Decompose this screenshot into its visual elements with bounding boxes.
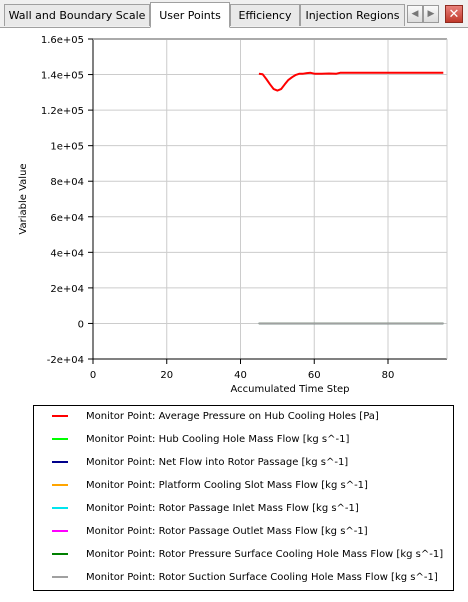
chevron-right-icon: ▶ [427,9,435,19]
legend-item: Monitor Point: Net Flow into Rotor Passa… [34,455,348,469]
series-line-0 [258,71,444,92]
legend-label: Monitor Point: Rotor Suction Surface Coo… [86,571,438,583]
legend-swatch [52,438,68,440]
close-icon: ✕ [448,6,460,22]
chart: 0 20 40 60 80 -2e+04 0 2e+04 4e+04 6e+04 8e+04 1e+0… [18,35,448,395]
y-tick-label: 1.6e+05 [41,35,84,46]
tab-efficiency[interactable]: Efficiency [230,4,300,26]
legend-label: Monitor Point: Platform Cooling Slot Mas… [86,479,368,491]
legend-item: Monitor Point: Rotor Pressure Surface Co… [34,547,443,561]
x-tick-label: 80 [382,370,395,381]
tab-injection-regions[interactable]: Injection Regions [300,4,405,26]
tab-scroll-left-button[interactable]: ◀ [407,5,423,23]
legend-label: Monitor Point: Net Flow into Rotor Passa… [86,456,349,468]
legend-item: Monitor Point: Hub Cooling Hole Mass Flo… [34,432,349,446]
y-tick-label: 1e+05 [50,142,84,153]
legend-label: Monitor Point: Hub Cooling Hole Mass Flo… [86,433,350,445]
legend: Monitor Point: Average Pressure on Hub C… [33,405,454,591]
x-tick-label: 0 [90,370,96,381]
legend-item: Monitor Point: Rotor Suction Surface Coo… [34,570,438,584]
chevron-left-icon: ◀ [411,9,419,19]
legend-label: Monitor Point: Rotor Pressure Surface Co… [86,548,444,560]
legend-swatch [52,507,68,509]
x-tick-label: 20 [160,370,173,381]
legend-swatch [52,576,68,578]
x-axis-label: Accumulated Time Step [230,384,349,394]
tab-bar: Wall and Boundary Scale User Points Effi… [0,0,468,28]
legend-swatch [52,461,68,463]
legend-label: Monitor Point: Average Pressure on Hub C… [86,410,379,422]
tab-scroll-right-button[interactable]: ▶ [423,5,439,23]
legend-item: Monitor Point: Average Pressure on Hub C… [34,409,379,423]
legend-swatch [52,484,68,486]
x-tick-label: 40 [234,370,247,381]
y-tick-label: 2e+04 [50,284,84,295]
tab-wall-and-boundary-scale[interactable]: Wall and Boundary Scale [4,4,150,26]
legend-label: Monitor Point: Rotor Passage Outlet Mass… [86,525,368,537]
legend-item: Monitor Point: Rotor Passage Inlet Mass … [34,501,359,515]
y-tick-label: 0 [78,319,84,330]
close-tab-button[interactable]: ✕ [445,5,463,23]
y-tick-label: 4e+04 [50,248,84,259]
legend-item: Monitor Point: Rotor Passage Outlet Mass… [34,524,368,538]
legend-item: Monitor Point: Platform Cooling Slot Mas… [34,478,368,492]
y-tick-label: -2e+04 [47,355,84,366]
legend-swatch [52,553,68,555]
y-tick-label: 1.4e+05 [41,71,84,82]
y-axis-label: Variable Value [18,163,29,234]
y-tick-label: 6e+04 [50,213,84,224]
legend-swatch [52,415,68,417]
y-tick-label: 1.2e+05 [41,106,84,117]
y-tick-label: 8e+04 [50,177,84,188]
legend-swatch [52,530,68,532]
legend-label: Monitor Point: Rotor Passage Inlet Mass … [86,502,359,514]
tab-user-points[interactable]: User Points [150,2,230,28]
plot-area: 0 20 40 60 80 -2e+04 0 2e+04 4e+04 6e+04 8e+04 1e+0… [0,28,468,395]
x-tick-label: 60 [308,370,321,381]
